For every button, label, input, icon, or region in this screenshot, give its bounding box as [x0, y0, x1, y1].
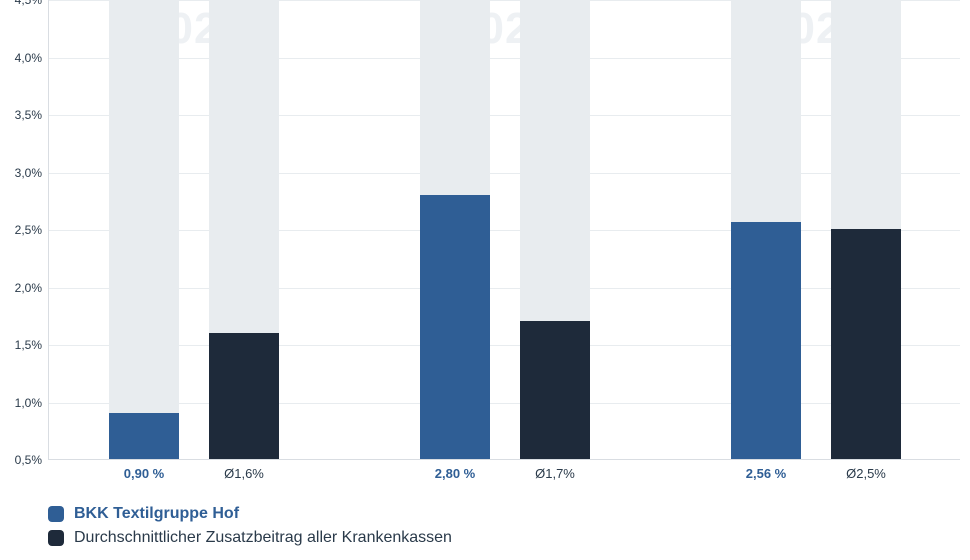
bar-series-b — [520, 321, 590, 459]
bar-background — [109, 0, 179, 459]
bar-group: 20230,90 %Ø1,6% — [109, 0, 279, 459]
legend-item-a: BKK Textilgruppe Hof — [48, 505, 452, 523]
y-tick-label: 4,0% — [15, 51, 42, 65]
bar-group: 20242,80 %Ø1,7% — [420, 0, 590, 459]
y-tick-label: 2,0% — [15, 281, 42, 295]
legend: BKK Textilgruppe Hof Durchschnittlicher … — [48, 505, 452, 553]
bar-label-a: 0,90 % — [99, 466, 189, 481]
y-tick-label: 0,5% — [15, 453, 42, 467]
y-tick-label: 3,0% — [15, 166, 42, 180]
y-tick-label: 2,5% — [15, 223, 42, 237]
y-tick-label: 1,5% — [15, 338, 42, 352]
chart-container: 0,5% 1,0% 1,5% 2,0% 2,5% 3,0% 3,5% 4,0% 4,5% 202… — [0, 0, 970, 495]
bar-label-a: 2,80 % — [410, 466, 500, 481]
legend-swatch-b — [48, 530, 64, 546]
bar-series-b — [209, 333, 279, 460]
bar-label-b: Ø1,7% — [510, 466, 600, 481]
bar-series-a — [109, 413, 179, 459]
bar-label-a: 2,56 % — [721, 466, 811, 481]
legend-label-b: Durchschnittlicher Zusatzbeitrag aller K… — [74, 529, 452, 547]
bar-group: 20252,56 %Ø2,5% — [731, 0, 901, 459]
y-tick-label: 4,5% — [15, 0, 42, 7]
legend-swatch-a — [48, 506, 64, 522]
bar-series-b — [831, 229, 901, 459]
bar-series-a — [731, 222, 801, 459]
bar-label-b: Ø2,5% — [821, 466, 911, 481]
legend-item-b: Durchschnittlicher Zusatzbeitrag aller K… — [48, 529, 452, 547]
y-tick-label: 1,0% — [15, 396, 42, 410]
plot-area: 20230,90 %Ø1,6% 20242,80 %Ø1,7% 20252,56 %… — [48, 0, 960, 460]
bar-label-b: Ø1,6% — [199, 466, 289, 481]
bar-series-a — [420, 195, 490, 460]
y-axis: 0,5%1,0%1,5%2,0%2,5%3,0%3,5%4,0%4,5% — [0, 0, 48, 460]
legend-label-a: BKK Textilgruppe Hof — [74, 505, 239, 523]
y-tick-label: 3,5% — [15, 108, 42, 122]
